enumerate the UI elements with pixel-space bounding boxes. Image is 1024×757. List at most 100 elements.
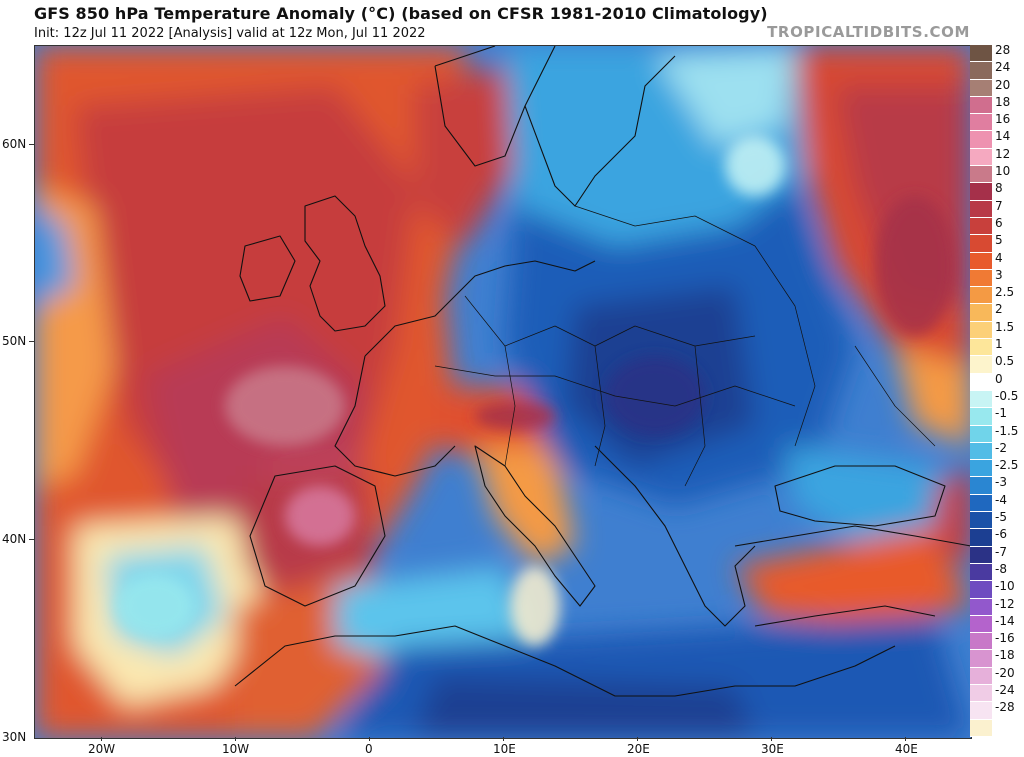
legend-level: 4 (970, 250, 1024, 270)
legend-swatch (970, 425, 992, 443)
legend-swatch (970, 252, 992, 270)
legend-level: -24 (970, 682, 1024, 703)
legend-swatch (970, 460, 992, 478)
legend-label: 0 (995, 371, 1003, 386)
lon-tick-10w (235, 737, 236, 741)
legend-swatch (970, 200, 992, 218)
legend-label: -14 (995, 613, 1015, 628)
legend-swatch (970, 287, 992, 305)
lon-tick-10e (503, 737, 504, 741)
lon-tick-30e (771, 737, 772, 741)
legend-level: -8 (970, 562, 1024, 582)
legend-level: -7 (970, 544, 1024, 564)
legend-level: -5 (970, 510, 1024, 530)
legend-level: -16 (970, 631, 1024, 651)
lon-tick-40e (905, 737, 906, 741)
lon-label-20e: 20E (627, 742, 650, 756)
legend-label: -2 (995, 440, 1007, 455)
legend-level: 28 (970, 43, 1024, 63)
legend-swatch (970, 304, 992, 322)
lat-label-40n: 40N (2, 532, 27, 546)
legend-level: -1.5 (970, 423, 1024, 443)
legend-label: -16 (995, 631, 1015, 646)
legend-label: -18 (995, 648, 1015, 663)
legend-swatch (970, 529, 992, 547)
lat-label-50n: 50N (2, 334, 27, 348)
legend-swatch (970, 166, 992, 184)
legend-label: 12 (995, 146, 1011, 161)
legend-swatch (970, 512, 992, 530)
legend-swatch (970, 235, 992, 253)
legend-level: 14 (970, 129, 1024, 149)
legend-label: 0.5 (995, 354, 1015, 369)
lon-label-20w: 20W (88, 742, 116, 756)
map-title: GFS 850 hPa Temperature Anomaly (°C) (ba… (34, 4, 768, 23)
legend-label: -24 (995, 682, 1015, 697)
legend-swatch (970, 442, 992, 461)
legend-label: -7 (995, 544, 1007, 559)
lon-label-30e: 30E (761, 742, 784, 756)
legend-label: 3 (995, 267, 1003, 282)
legend-level: -2 (970, 440, 1024, 461)
legend-swatch (970, 183, 992, 201)
legend-level: 18 (970, 95, 1024, 115)
legend-level: 7 (970, 199, 1024, 218)
legend-label: 8 (995, 181, 1003, 196)
lat-tick-40n (29, 539, 34, 540)
legend-label: -5 (995, 510, 1007, 525)
legend-level: -10 (970, 579, 1024, 599)
lat-label-30n: 30N (2, 730, 27, 744)
legend-level (970, 719, 1024, 737)
legend-level: 2 (970, 302, 1024, 322)
legend-swatch (970, 217, 992, 236)
legend-swatch (970, 546, 992, 564)
legend-swatch (970, 321, 992, 340)
legend-label: 10 (995, 164, 1011, 179)
legend-label: 4 (995, 250, 1003, 265)
legend-label: -1.5 (995, 423, 1019, 438)
legend-label: 1.5 (995, 319, 1015, 334)
legend-label: 6 (995, 215, 1003, 230)
lon-label-10e: 10E (493, 742, 516, 756)
legend-swatch (970, 563, 992, 582)
legend-swatch (970, 633, 992, 651)
legend-swatch (970, 79, 992, 97)
legend-label: -4 (995, 492, 1007, 507)
legend-label: 24 (995, 60, 1011, 75)
legend-swatch (970, 96, 992, 115)
legend-swatch (970, 684, 992, 703)
legend-level: 5 (970, 233, 1024, 253)
legend-level: 3 (970, 267, 1024, 288)
map-subtitle: Init: 12z Jul 11 2022 [Analysis] valid a… (34, 26, 426, 41)
legend-label: 14 (995, 129, 1011, 144)
legend-swatch (970, 598, 992, 616)
legend-level: 16 (970, 112, 1024, 132)
legend-label: 20 (995, 77, 1011, 92)
legend-swatch (970, 356, 992, 374)
legend-label: -20 (995, 665, 1015, 680)
legend-level: 2.5 (970, 285, 1024, 305)
legend-level: 1 (970, 337, 1024, 357)
legend-label: 2 (995, 302, 1003, 317)
legend-swatch (970, 667, 992, 685)
brand-watermark[interactable]: TROPICALTIDBITS.COM (767, 23, 970, 41)
legend-label: 2.5 (995, 285, 1015, 300)
legend-swatch (970, 114, 992, 132)
legend-swatch (970, 650, 992, 668)
legend-label: -0.5 (995, 388, 1019, 403)
lat-tick-50n (29, 341, 34, 342)
lon-label-0: 0 (365, 742, 373, 756)
legend-label: -12 (995, 596, 1015, 611)
legend-label: 1 (995, 337, 1003, 352)
lon-label-10w: 10W (222, 742, 250, 756)
lat-tick-60n (29, 144, 34, 145)
legend-level: -6 (970, 527, 1024, 547)
legend-swatch (970, 390, 992, 409)
legend-swatch (970, 719, 992, 737)
legend-label: -3 (995, 475, 1007, 490)
legend-level: 12 (970, 146, 1024, 167)
legend-level: -28 (970, 700, 1024, 720)
legend-level: 0.5 (970, 354, 1024, 374)
legend-swatch (970, 131, 992, 149)
lat-label-60n: 60N (2, 137, 27, 151)
